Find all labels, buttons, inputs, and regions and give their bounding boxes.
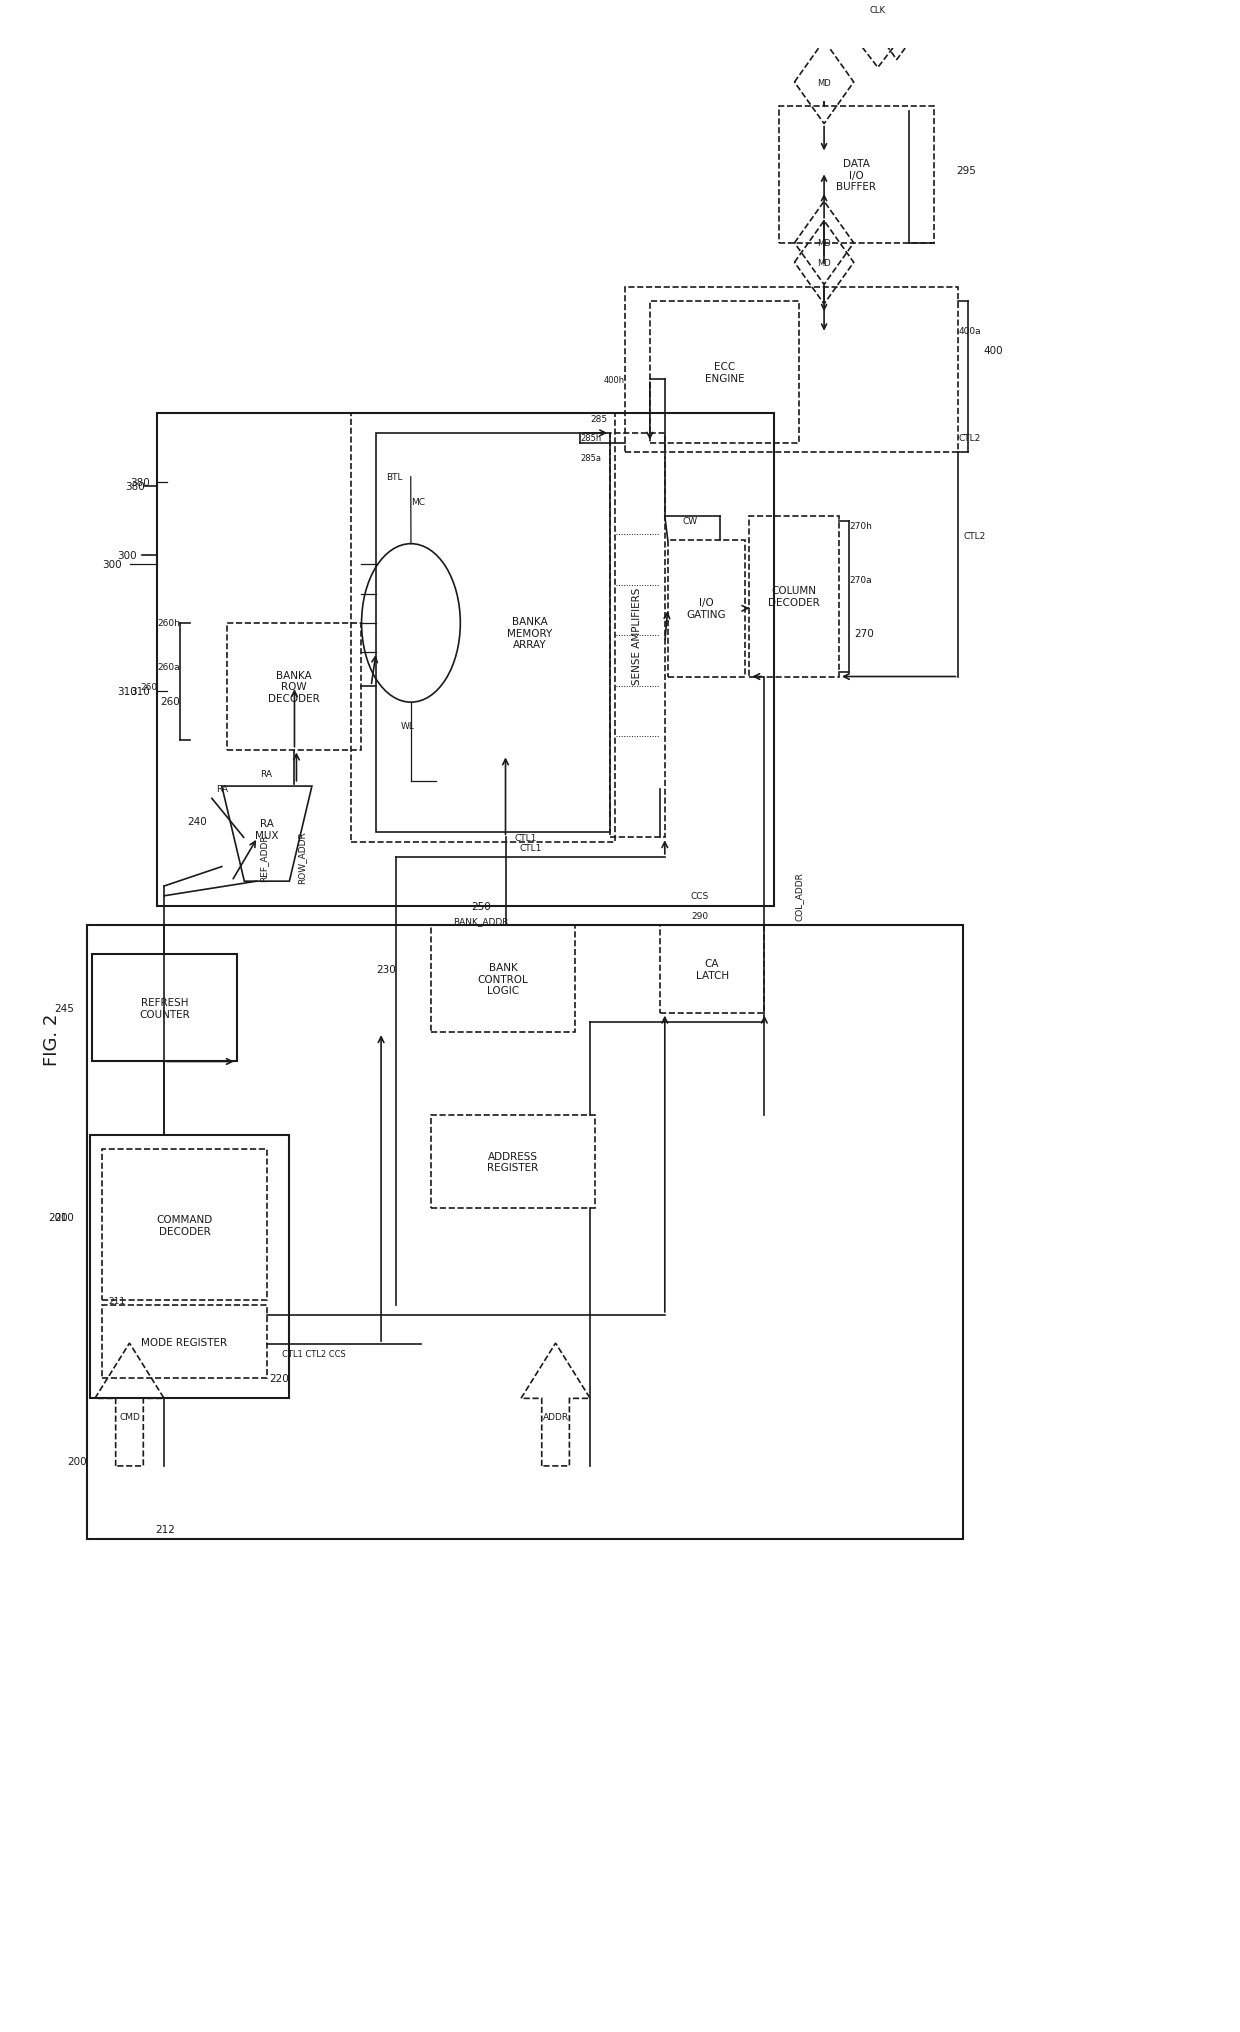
Text: REFRESH
COUNTER: REFRESH COUNTER — [139, 998, 190, 1020]
Text: REF_ADDR: REF_ADDR — [259, 833, 268, 882]
Text: 260a: 260a — [157, 662, 180, 673]
Text: MC: MC — [410, 498, 425, 506]
Text: CTL1 CTL2 CCS: CTL1 CTL2 CCS — [281, 1349, 345, 1359]
Text: 290: 290 — [691, 910, 708, 920]
Bar — [660, 925, 764, 1014]
Text: CTL2: CTL2 — [959, 435, 981, 443]
Text: 380: 380 — [130, 478, 150, 488]
Text: RA: RA — [216, 784, 228, 795]
Text: 270a: 270a — [849, 575, 872, 585]
Text: COLUMN
DECODER: COLUMN DECODER — [769, 585, 820, 608]
Text: 200: 200 — [48, 1213, 67, 1223]
Text: 211: 211 — [108, 1296, 125, 1305]
Text: 285: 285 — [590, 415, 608, 423]
Bar — [376, 433, 610, 833]
Bar — [92, 955, 237, 1063]
Bar — [625, 289, 959, 453]
Text: MD: MD — [817, 240, 831, 248]
Text: COL_ADDR: COL_ADDR — [795, 872, 804, 920]
Bar — [103, 1305, 267, 1378]
Text: 285h: 285h — [580, 435, 601, 443]
Text: 230: 230 — [376, 965, 396, 975]
Text: 300: 300 — [103, 561, 123, 571]
Text: BANK_ADDR: BANK_ADDR — [453, 916, 508, 925]
Text: 310: 310 — [130, 687, 150, 697]
Bar — [779, 108, 934, 244]
Text: CA
LATCH: CA LATCH — [696, 959, 729, 979]
Text: 270: 270 — [854, 628, 874, 638]
Text: MD: MD — [817, 79, 831, 87]
Text: BANKA
MEMORY
ARRAY: BANKA MEMORY ARRAY — [507, 618, 553, 650]
Text: FIG. 2: FIG. 2 — [43, 1012, 61, 1065]
Text: 260h: 260h — [157, 620, 180, 628]
Text: 250: 250 — [471, 900, 491, 910]
Text: WL: WL — [401, 721, 415, 729]
Text: RA: RA — [260, 770, 273, 778]
Bar — [650, 303, 800, 443]
Text: 270h: 270h — [849, 522, 872, 530]
Text: 310: 310 — [118, 687, 138, 697]
Text: 260: 260 — [160, 697, 180, 707]
Text: CTL1: CTL1 — [515, 833, 537, 843]
Text: ROW_ADDR: ROW_ADDR — [296, 831, 306, 884]
Bar — [430, 925, 575, 1032]
Text: CTL2: CTL2 — [963, 532, 986, 541]
Text: SENSE AMPLIFIERS: SENSE AMPLIFIERS — [632, 587, 642, 685]
Bar — [610, 433, 665, 837]
Text: BTL: BTL — [386, 473, 403, 482]
Text: 300: 300 — [118, 551, 138, 561]
Text: 380: 380 — [125, 482, 145, 492]
Text: BANK
CONTROL
LOGIC: BANK CONTROL LOGIC — [477, 963, 528, 996]
Bar — [87, 925, 963, 1540]
Text: 400: 400 — [983, 345, 1003, 356]
Bar — [749, 516, 839, 677]
Text: 260: 260 — [140, 683, 157, 691]
Text: CW: CW — [682, 516, 697, 526]
Text: COMMAND
DECODER: COMMAND DECODER — [156, 1215, 212, 1235]
Text: BANKA
ROW
DECODER: BANKA ROW DECODER — [268, 671, 320, 703]
Text: 212: 212 — [155, 1524, 175, 1534]
Text: 245: 245 — [55, 1004, 74, 1014]
Bar — [91, 1136, 289, 1398]
Text: 220: 220 — [269, 1374, 289, 1384]
Text: MD: MD — [817, 258, 831, 268]
Text: 210: 210 — [55, 1213, 74, 1223]
Bar — [157, 415, 774, 906]
Text: 295: 295 — [956, 167, 976, 175]
Text: 240: 240 — [187, 817, 207, 827]
Text: CMD: CMD — [119, 1412, 140, 1422]
Text: CLK: CLK — [869, 6, 885, 14]
Text: 400a: 400a — [959, 327, 981, 335]
Text: CTL1: CTL1 — [520, 843, 542, 851]
Text: ECC
ENGINE: ECC ENGINE — [704, 362, 744, 384]
Text: 285a: 285a — [580, 453, 601, 463]
Text: MODE REGISTER: MODE REGISTER — [141, 1337, 227, 1347]
Text: ADDR: ADDR — [543, 1412, 569, 1422]
Text: ADDRESS
REGISTER: ADDRESS REGISTER — [487, 1150, 538, 1172]
Bar — [668, 541, 745, 677]
Text: DATA
I/O
BUFFER: DATA I/O BUFFER — [837, 158, 877, 193]
Text: CCS: CCS — [691, 892, 709, 900]
Text: 400h: 400h — [604, 376, 625, 384]
Text: RA
MUX: RA MUX — [255, 819, 279, 841]
Bar — [227, 624, 361, 750]
Text: I/O
GATING: I/O GATING — [687, 597, 727, 620]
Bar — [351, 415, 615, 843]
Bar — [103, 1150, 267, 1300]
Bar — [430, 1116, 595, 1209]
Text: 200: 200 — [68, 1457, 87, 1467]
